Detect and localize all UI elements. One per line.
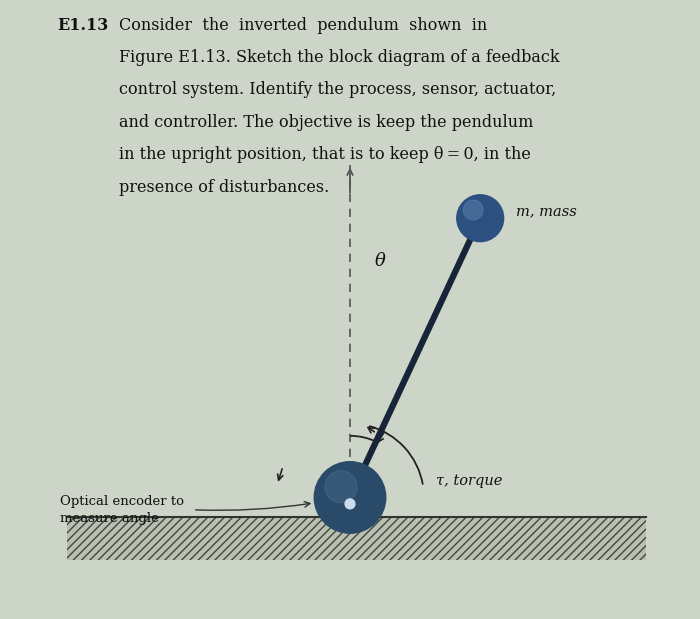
Text: Consider  the  inverted  pendulum  shown  in: Consider the inverted pendulum shown in [119,17,487,34]
Circle shape [325,470,357,503]
Text: presence of disturbances.: presence of disturbances. [119,178,329,196]
Text: in the upright position, that is to keep θ = 0, in the: in the upright position, that is to keep… [119,146,531,163]
Circle shape [463,200,483,220]
Text: Optical encoder to
measure angle: Optical encoder to measure angle [60,495,184,525]
Text: E1.13: E1.13 [57,17,108,34]
Text: control system. Identify the process, sensor, actuator,: control system. Identify the process, se… [119,82,556,98]
Text: θ: θ [374,253,386,271]
Text: τ, torque: τ, torque [436,474,503,488]
Circle shape [345,499,355,509]
Circle shape [314,462,386,533]
Text: m, mass: m, mass [516,204,577,218]
Bar [66,517,646,560]
Circle shape [457,195,503,241]
Text: Figure E1.13. Sketch the block diagram of a feedback: Figure E1.13. Sketch the block diagram o… [119,49,559,66]
Text: and controller. The objective is keep the pendulum: and controller. The objective is keep th… [119,114,533,131]
